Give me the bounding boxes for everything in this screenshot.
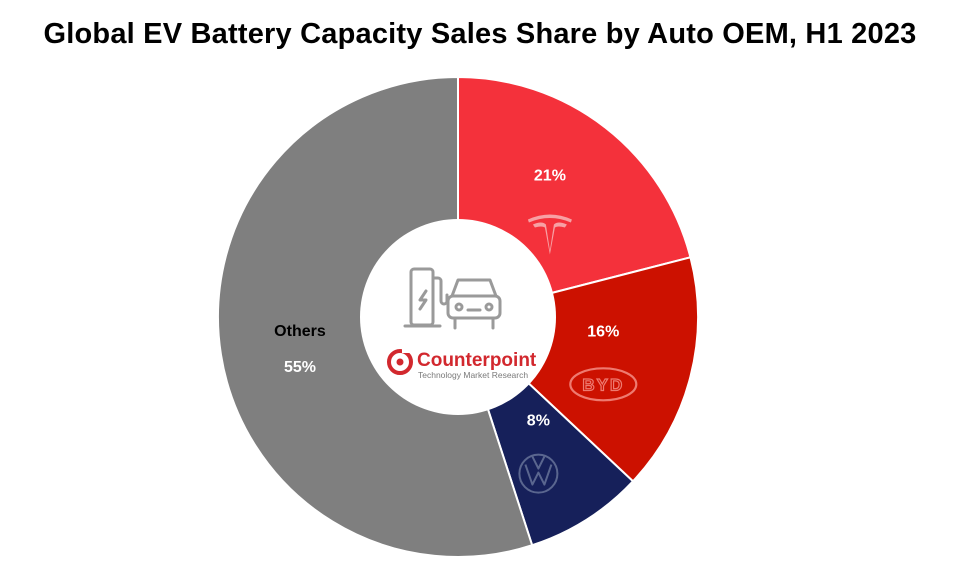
slice-value-label: 8% <box>527 413 550 430</box>
labels-group: 21% 16% 8% Others 55% <box>274 167 619 429</box>
ev-charging-station-icon <box>403 267 502 330</box>
counterpoint-logo-icon <box>387 346 413 375</box>
byd-logo-icon: BYD <box>569 367 638 402</box>
volkswagen-logo-icon <box>518 453 559 494</box>
center-brand: Counterpoint <box>417 350 537 371</box>
chart-title: Global EV Battery Capacity Sales Share b… <box>43 18 917 50</box>
slice-value-label: 21% <box>534 167 566 184</box>
svg-text:BYD: BYD <box>582 375 624 394</box>
logos-group: BYD <box>518 214 638 494</box>
tesla-logo-icon <box>527 214 572 255</box>
slice-value-label: 55% <box>284 359 316 376</box>
center-tagline: Technology Market Research <box>418 370 528 380</box>
slice-name-label: Others <box>274 323 326 340</box>
slice-value-label: 16% <box>587 323 619 340</box>
